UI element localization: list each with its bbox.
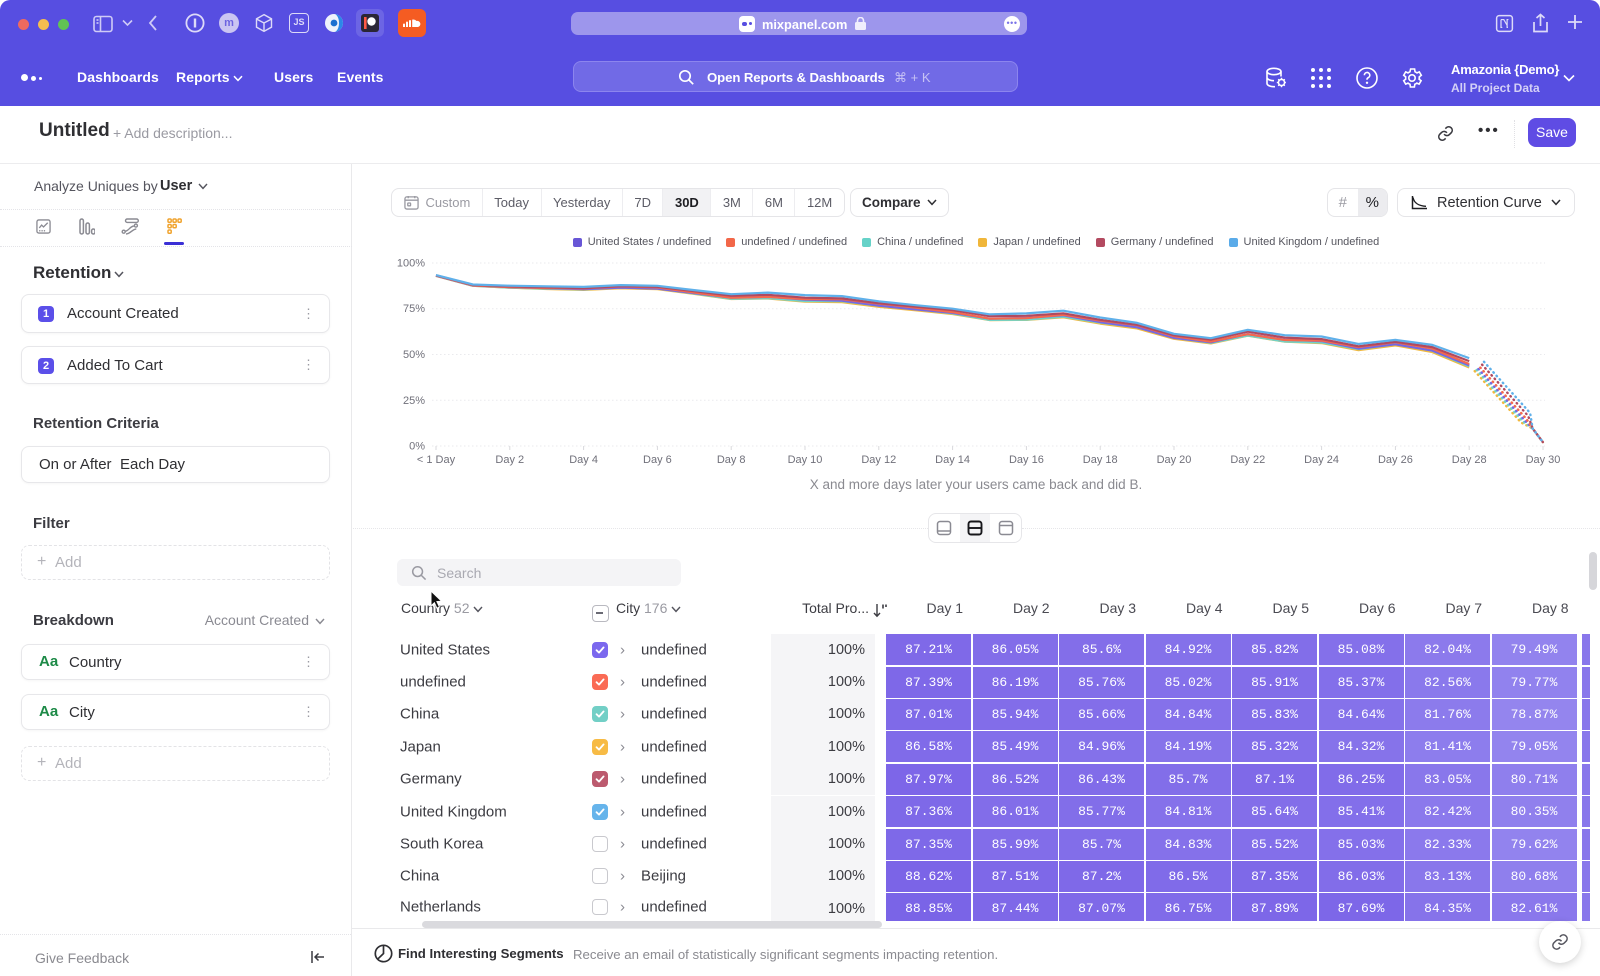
svg-text:Day 14: Day 14 xyxy=(935,454,970,466)
svg-text:Day 16: Day 16 xyxy=(1009,454,1044,466)
svg-text:< 1 Day: < 1 Day xyxy=(417,454,456,466)
svg-text:100%: 100% xyxy=(397,258,425,270)
svg-text:Day 6: Day 6 xyxy=(643,454,672,466)
svg-text:0%: 0% xyxy=(409,441,425,453)
svg-text:Day 2: Day 2 xyxy=(495,454,524,466)
svg-text:Day 12: Day 12 xyxy=(861,454,896,466)
svg-text:Day 26: Day 26 xyxy=(1378,454,1413,466)
svg-text:75%: 75% xyxy=(403,303,425,315)
svg-text:25%: 25% xyxy=(403,395,425,407)
svg-text:Day 24: Day 24 xyxy=(1304,454,1339,466)
svg-text:Day 20: Day 20 xyxy=(1157,454,1192,466)
svg-text:50%: 50% xyxy=(403,349,425,361)
svg-text:Day 8: Day 8 xyxy=(717,454,746,466)
svg-text:Day 4: Day 4 xyxy=(569,454,598,466)
svg-text:Day 28: Day 28 xyxy=(1452,454,1487,466)
svg-text:Day 18: Day 18 xyxy=(1083,454,1118,466)
svg-text:Day 10: Day 10 xyxy=(788,454,823,466)
svg-text:Day 30: Day 30 xyxy=(1526,454,1561,466)
svg-text:Day 22: Day 22 xyxy=(1230,454,1265,466)
